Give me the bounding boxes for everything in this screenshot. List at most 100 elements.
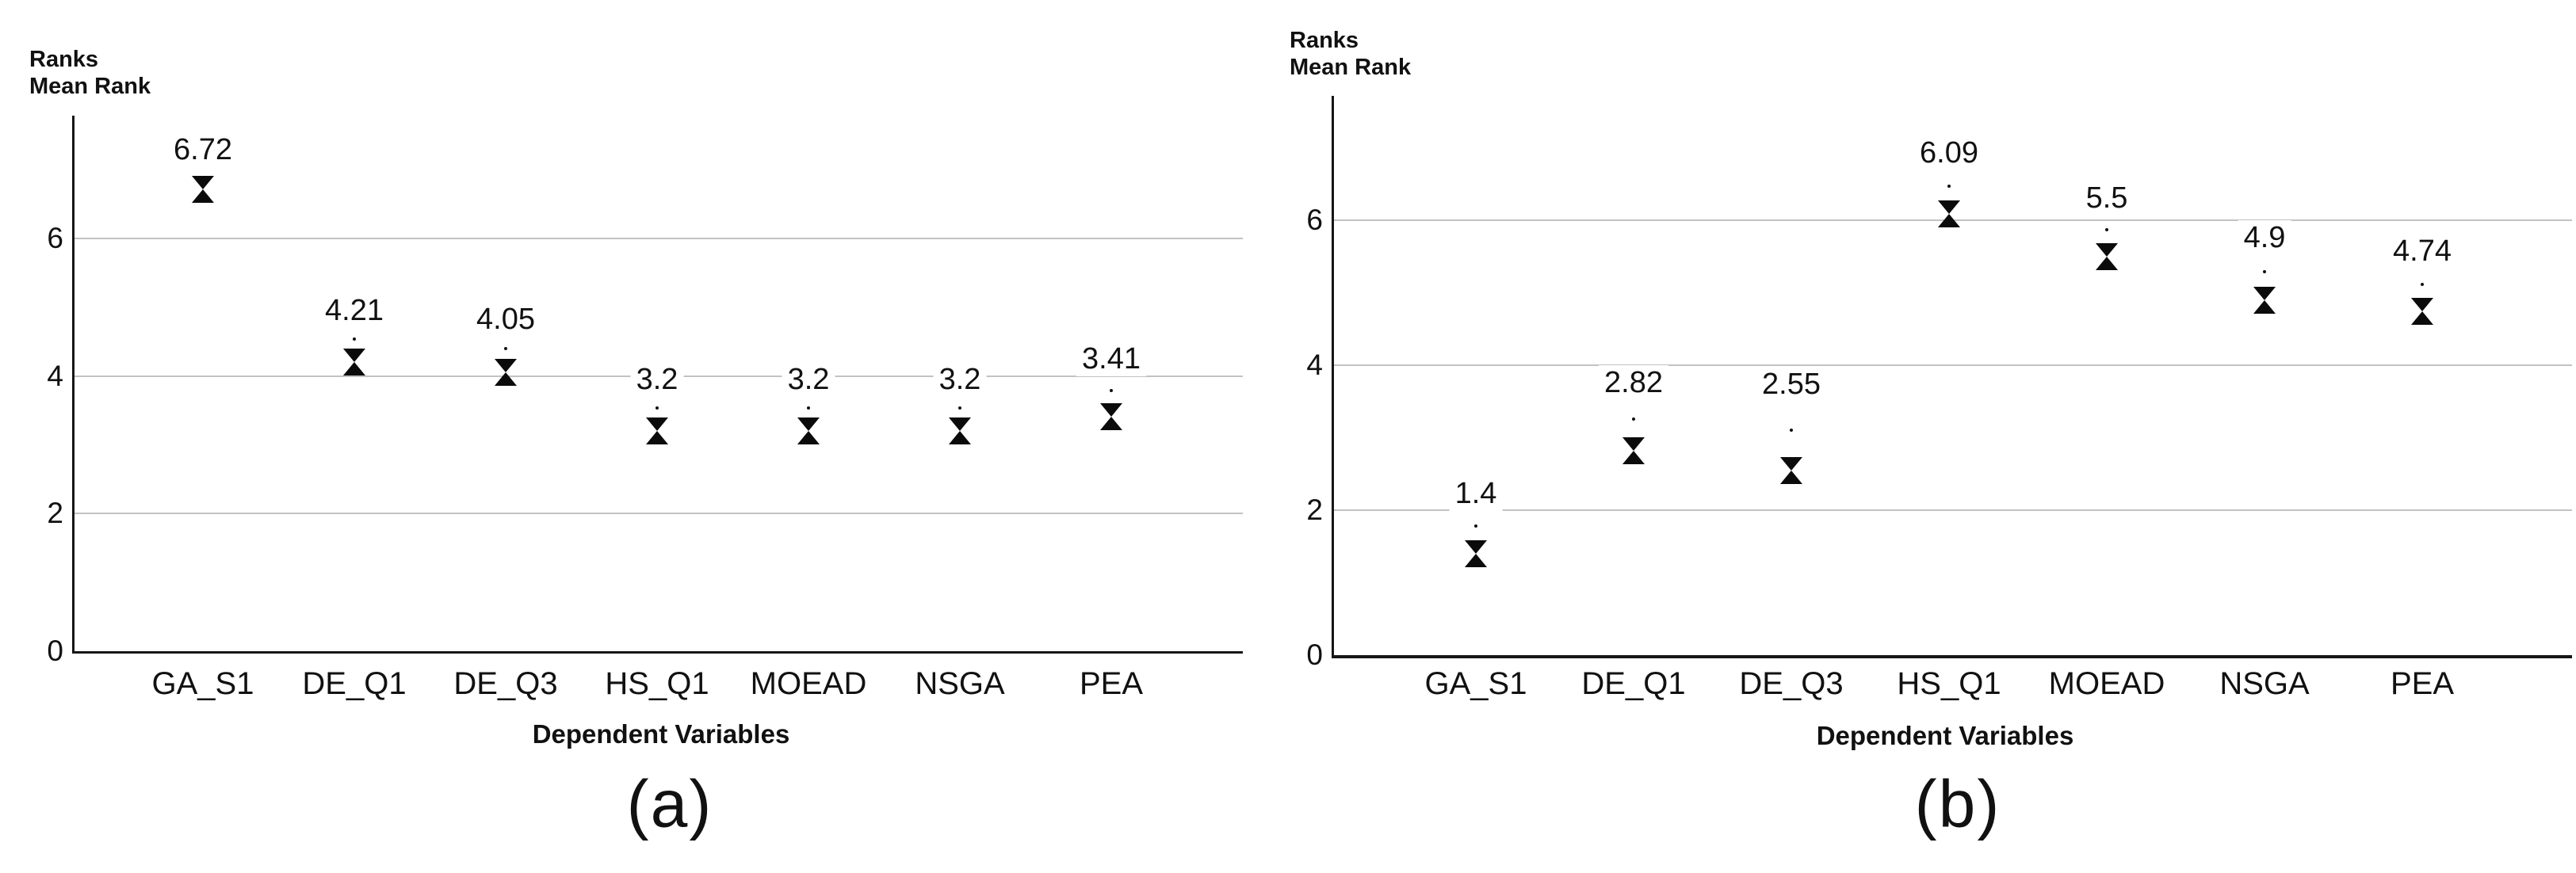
y-tick-label-4: 4 [1306,349,1323,381]
marker-bottom-triangle [2253,299,2276,314]
marker-top-triangle [2411,298,2433,312]
chart-b-caption: (b) [1914,766,2001,841]
hourglass-marker [1100,403,1122,430]
hourglass-marker [797,417,820,445]
category-label-NSGA: NSGA [915,666,1005,701]
category-label-GA_S1: GA_S1 [151,666,254,701]
chart-a-xaxis-title: Dependent Variables [532,719,790,749]
chart-b-header: Ranks Mean Rank [1290,27,1411,81]
y-tick-label-2: 2 [47,497,63,530]
marker-top-triangle [1622,436,1645,451]
chart-a-title: Ranks [29,47,99,72]
category-label-DE_Q1: DE_Q1 [302,666,407,701]
gridline-y2 [75,513,1243,515]
category-label-DE_Q3: DE_Q3 [1739,666,1844,701]
marker-bottom-triangle [192,189,214,203]
category-label-HS_Q1: HS_Q1 [605,666,709,701]
leader-dot [807,406,810,410]
marker-top-triangle [1100,403,1122,417]
marker-top-triangle [949,417,971,432]
marker-top-triangle [2253,286,2276,300]
marker-bottom-triangle [1100,417,1122,430]
value-label: 6.72 [168,132,238,168]
value-label: 4.05 [471,301,541,337]
chart-a-plot-area: 0 2 4 6 6.72 GA_S1 4.21 DE_Q1 4.05 DE_Q3 3.2 HS_Q1 3… [16,0,1268,873]
marker-top-triangle [1938,200,1960,214]
hourglass-marker [1938,200,1960,227]
leader-dot [1947,184,1951,188]
category-label-DE_Q1: DE_Q1 [1581,666,1686,701]
hourglass-marker [949,417,971,445]
leader-dot [1474,524,1477,528]
hourglass-marker [343,348,365,376]
leader-dot [2105,228,2108,232]
chart-a: Ranks Mean Rank 0 2 4 6 6.72 GA_S1 4.21 DE_Q1 4.… [16,0,1268,873]
value-label: 4.9 [2238,219,2291,255]
value-label: 2.82 [1599,364,1668,400]
marker-top-triangle [1780,456,1802,471]
y-axis-line [1332,96,1334,658]
value-label: 3.2 [630,362,684,398]
chart-a-header: Ranks Mean Rank [29,46,151,100]
marker-top-triangle [192,175,214,189]
marker-bottom-triangle [495,372,517,387]
marker-bottom-triangle [1622,450,1645,464]
x-axis-line [72,651,1243,654]
category-label-DE_Q3: DE_Q3 [453,666,558,701]
gridline-y4 [1334,364,2572,366]
chart-a-caption: (a) [626,766,713,841]
y-tick-label-6: 6 [47,222,63,255]
chart-b-plot-area: 0 2 4 6 1.4 GA_S1 2.82 DE_Q1 2.55 DE_Q3 6.09 HS_Q1 5… [1276,0,2576,873]
y-tick-label-6: 6 [1306,204,1323,236]
leader-dot [655,406,659,410]
gridline-y6 [75,238,1243,240]
leader-dot [1790,428,1793,432]
marker-bottom-triangle [1465,553,1487,567]
category-label-MOEAD: MOEAD [2048,666,2165,701]
hourglass-marker [646,417,668,445]
category-label-PEA: PEA [1079,666,1144,701]
marker-top-triangle [2096,242,2118,257]
marker-bottom-triangle [2411,311,2433,326]
value-label: 6.09 [1914,135,1984,170]
hourglass-marker [495,359,517,387]
value-label: 4.21 [319,293,389,329]
y-axis-line [72,116,75,654]
marker-bottom-triangle [646,431,668,445]
marker-bottom-triangle [949,431,971,445]
chart-b-title: Ranks [1290,28,1359,53]
marker-bottom-triangle [797,431,820,445]
hourglass-marker [2253,286,2276,314]
hourglass-marker [1622,436,1645,464]
hourglass-marker [192,175,214,203]
leader-dot [2263,269,2266,273]
leader-dot [2421,282,2424,286]
marker-bottom-triangle [2096,256,2118,270]
value-label: 1.4 [1449,475,1503,511]
y-tick-label-2: 2 [1306,494,1323,526]
value-label: 4.74 [2387,234,2457,269]
leader-dot [353,337,356,341]
y-tick-label-0: 0 [1306,639,1323,671]
hourglass-marker [2411,298,2433,326]
category-label-GA_S1: GA_S1 [1424,666,1527,701]
category-label-PEA: PEA [2390,666,2455,701]
value-label: 3.41 [1076,341,1146,377]
marker-top-triangle [343,348,365,362]
leader-dot [1110,389,1113,393]
leader-dot [504,347,507,351]
value-label: 3.2 [933,362,987,398]
marker-top-triangle [1465,539,1487,554]
value-label: 3.2 [782,362,835,398]
marker-bottom-triangle [1938,213,1960,227]
leader-dot [1632,417,1635,421]
marker-bottom-triangle [343,361,365,376]
y-tick-label-4: 4 [47,359,63,392]
value-label: 5.5 [2080,180,2134,215]
chart-b-subtitle: Mean Rank [1290,55,1412,80]
marker-top-triangle [646,417,668,432]
category-label-HS_Q1: HS_Q1 [1897,666,2001,701]
hourglass-marker [1780,456,1802,484]
x-axis-line [1332,655,2572,658]
hourglass-marker [2096,242,2118,270]
